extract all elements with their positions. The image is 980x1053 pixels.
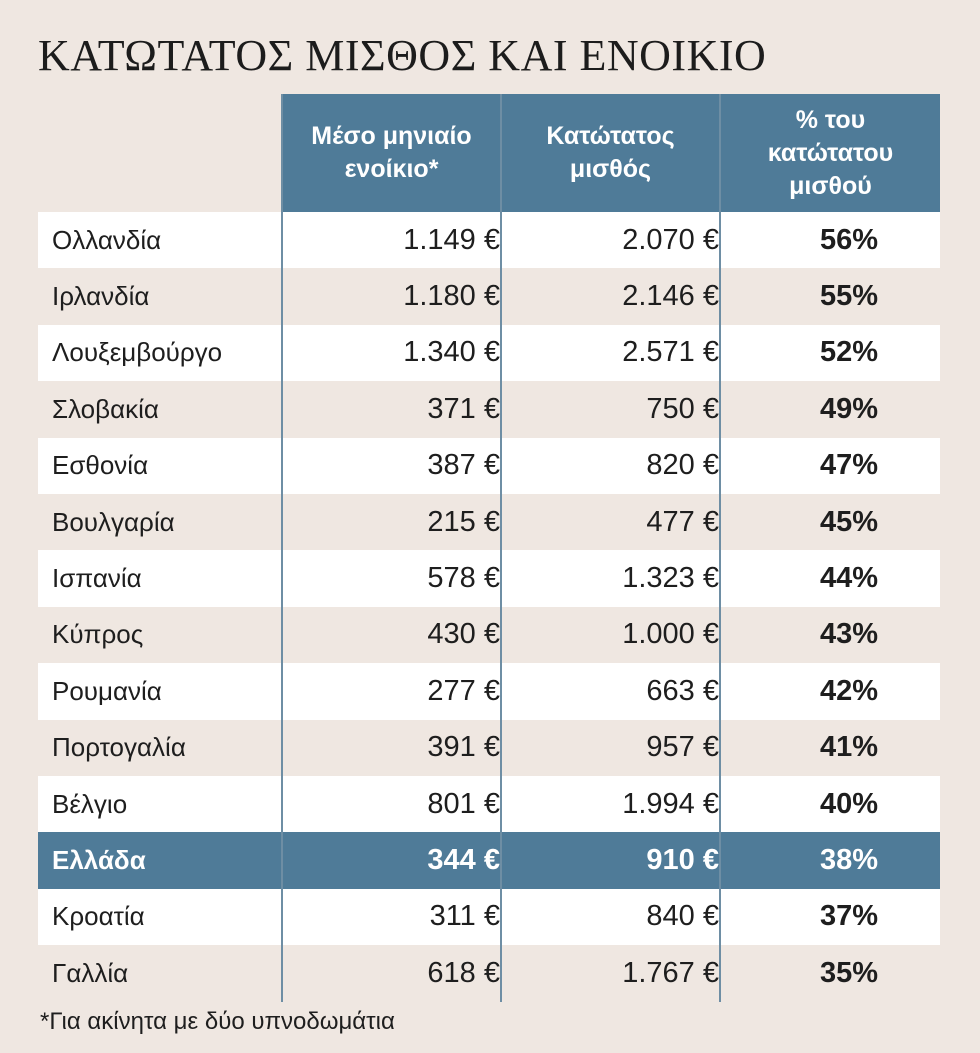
minimum-wage-cell: 2.070 € <box>622 223 719 256</box>
country-cell: Πορτογαλία <box>52 732 186 763</box>
percent-cell: 45% <box>819 505 878 538</box>
minimum-wage-cell: 2.146 € <box>622 280 719 313</box>
rent-cell: 1.340 € <box>403 336 500 369</box>
country-cell: Γαλλία <box>52 957 129 988</box>
rent-cell: 311 € <box>429 900 500 933</box>
percent-cell: 35% <box>819 956 878 989</box>
chart-title: ΚΑΤΩΤΑΤΟΣ ΜΙΣΘΟΣ ΚΑΙ ΕΝΟΙΚΙΟ <box>38 31 767 80</box>
percent-cell: 56% <box>819 223 878 256</box>
rent-cell: 277 € <box>427 674 500 707</box>
country-cell: Κύπρος <box>52 619 144 650</box>
minimum-wage-cell: 663 € <box>646 674 719 707</box>
table-row: Βουλγαρία 215 € 477 € 45% <box>38 494 940 550</box>
minimum-wage-cell: 477 € <box>646 505 719 538</box>
table-row-highlighted: Ελλάδα 344 € 910 € 38% <box>38 832 940 889</box>
country-cell: Ελλάδα <box>52 844 146 875</box>
data-table: Μέσο μηνιαίο ενοίκιο* Κατώτατος μισθός %… <box>38 94 940 1002</box>
country-cell: Ιρλανδία <box>52 281 150 312</box>
minimum-wage-cell: 840 € <box>646 900 719 933</box>
percent-cell: 42% <box>819 674 878 707</box>
column-divider <box>500 94 502 1002</box>
minimum-wage-cell: 1.767 € <box>622 956 719 989</box>
rent-cell: 391 € <box>427 731 500 764</box>
country-cell: Ρουμανία <box>52 675 162 706</box>
country-cell: Ολλανδία <box>52 224 162 255</box>
percent-cell: 41% <box>819 731 878 764</box>
percent-cell: 55% <box>819 280 878 313</box>
rent-cell: 430 € <box>427 618 500 651</box>
minimum-wage-cell: 820 € <box>646 449 719 482</box>
country-cell: Λουξεμβούργο <box>52 337 223 368</box>
percent-cell: 47% <box>819 449 878 482</box>
table-row: Ισπανία 578 € 1.323 € 44% <box>38 550 940 607</box>
percent-cell: 49% <box>819 392 878 425</box>
header-minimum-wage: Κατώτατος μισθός <box>502 94 719 212</box>
minimum-wage-cell: 750 € <box>646 392 719 425</box>
rent-cell: 387 € <box>427 449 500 482</box>
country-cell: Σλοβακία <box>52 393 159 424</box>
table-row: Ρουμανία 277 € 663 € 42% <box>38 663 940 720</box>
table-row: Σλοβακία 371 € 750 € 49% <box>38 381 940 437</box>
country-cell: Ισπανία <box>52 563 142 594</box>
table-row: Ολλανδία 1.149 € 2.070 € 56% <box>38 212 940 269</box>
percent-cell: 52% <box>819 336 878 369</box>
percent-cell: 38% <box>819 843 878 876</box>
minimum-wage-cell: 910 € <box>646 843 719 876</box>
footnote: *Για ακίνητα με δύο υπνοδωμάτια <box>40 1008 395 1035</box>
table-row: Εσθονία 387 € 820 € 47% <box>38 437 940 494</box>
table-header: Μέσο μηνιαίο ενοίκιο* Κατώτατος μισθός %… <box>38 94 940 212</box>
table-row: Λουξεμβούργο 1.340 € 2.571 € 52% <box>38 324 940 382</box>
header-rent: Μέσο μηνιαίο ενοίκιο* <box>283 94 500 212</box>
rent-cell: 1.149 € <box>403 223 500 256</box>
rent-cell: 371 € <box>427 392 500 425</box>
percent-cell: 44% <box>819 562 878 595</box>
rent-cell: 578 € <box>427 562 500 595</box>
country-cell: Βουλγαρία <box>52 506 175 537</box>
table-row: Κροατία 311 € 840 € 37% <box>38 888 940 946</box>
rent-cell: 215 € <box>427 505 500 538</box>
table-row: Ιρλανδία 1.180 € 2.146 € 55% <box>38 268 940 324</box>
country-cell: Εσθονία <box>52 450 149 481</box>
minimum-wage-cell: 2.571 € <box>622 336 719 369</box>
percent-cell: 40% <box>819 787 878 820</box>
rent-cell: 618 € <box>427 956 500 989</box>
rent-cell: 801 € <box>427 787 500 820</box>
percent-cell: 37% <box>819 900 878 933</box>
percent-cell: 43% <box>819 618 878 651</box>
table-row: Βέλγιο 801 € 1.994 € 40% <box>38 775 940 833</box>
column-divider <box>719 94 721 1002</box>
header-percent: % του κατώτατου μισθού <box>721 94 940 212</box>
country-cell: Βέλγιο <box>52 788 128 819</box>
table-row: Κύπρος 430 € 1.000 € 43% <box>38 607 940 663</box>
table-row: Γαλλία 618 € 1.767 € 35% <box>38 945 940 1001</box>
table-row: Πορτογαλία 391 € 957 € 41% <box>38 720 940 776</box>
rent-cell: 1.180 € <box>403 280 500 313</box>
rent-cell: 344 € <box>427 843 500 876</box>
country-cell: Κροατία <box>52 901 145 932</box>
table-body: Ολλανδία 1.149 € 2.070 € 56% Ιρλανδία 1.180 €… <box>38 212 940 1001</box>
column-divider <box>281 94 283 1002</box>
minimum-wage-cell: 1.994 € <box>622 787 719 820</box>
minimum-wage-cell: 1.323 € <box>622 562 719 595</box>
minimum-wage-cell: 957 € <box>646 731 719 764</box>
minimum-wage-cell: 1.000 € <box>622 618 719 651</box>
